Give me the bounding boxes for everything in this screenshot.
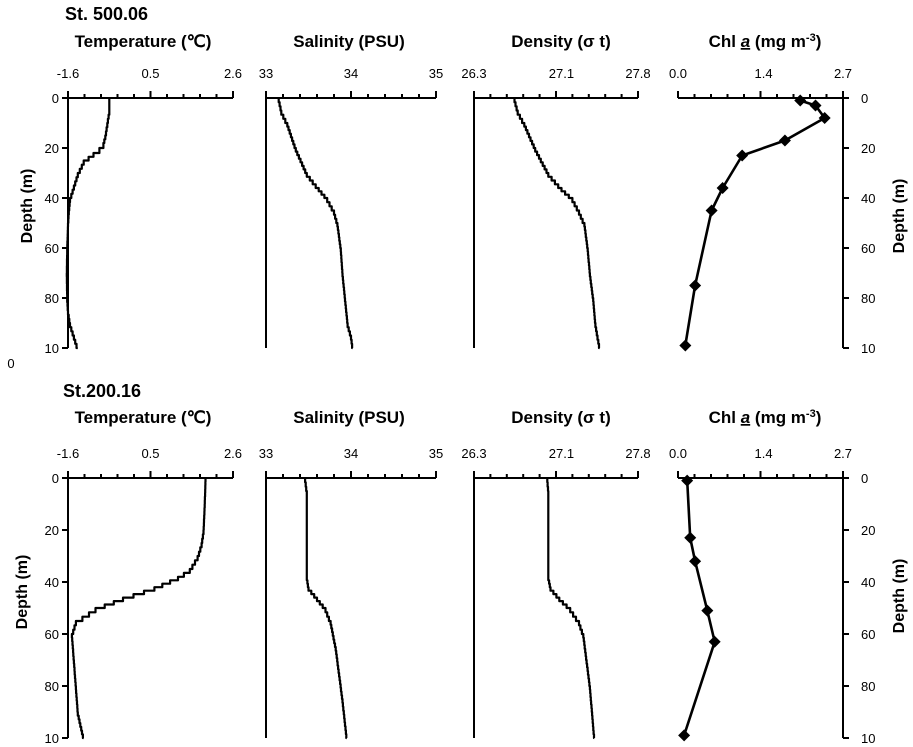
x-tick-label: 27.8 — [625, 446, 650, 461]
data-point — [678, 729, 691, 742]
data-point — [689, 279, 702, 292]
x-tick-label: 0.5 — [141, 66, 159, 81]
series-line — [277, 98, 354, 350]
x-tick-label: -1.6 — [57, 66, 79, 81]
panel-title: Density (σ t) — [511, 408, 610, 427]
data-point — [708, 635, 721, 648]
x-tick-label: 27.8 — [625, 66, 650, 81]
y-tick-label: 60 — [861, 241, 875, 256]
panel-2-2: Salinity (PSU) 33 34 35 — [259, 408, 443, 740]
y-tick-label: 40 — [45, 575, 59, 590]
data-point — [794, 94, 807, 107]
x-tick-label: 1.4 — [755, 66, 773, 81]
depth-label-right-1: Depth (m) — [891, 179, 908, 254]
x-tick-label: 1.4 — [755, 446, 773, 461]
y-tick-label: 20 — [861, 141, 875, 156]
panel-1-2: Salinity (PSU) 33 34 35 — [259, 32, 443, 350]
y-tick-label: 80 — [861, 679, 875, 694]
y-tick-label: 10 — [861, 341, 875, 356]
x-tick-label: 35 — [429, 446, 443, 461]
panel-title: Temperature (℃) — [75, 32, 212, 51]
depth-tick-extra: 0 — [7, 356, 14, 371]
y-tick-label: 60 — [45, 241, 59, 256]
y-tick-label: 10 — [45, 731, 59, 746]
station-label-2: St.200.16 — [63, 381, 141, 401]
x-tick-label: 2.6 — [224, 446, 242, 461]
x-tick-label: 34 — [344, 446, 358, 461]
y-tick-label: 20 — [45, 523, 59, 538]
y-tick-label: 0 — [861, 91, 868, 106]
panel-title: Temperature (℃) — [75, 408, 212, 427]
panel-title: Chl a (mg m-3) — [709, 32, 822, 51]
panels-layer: Temperature (℃) -1.6 0.5 2.6 0 20 40 60 80 10 Sali… — [45, 32, 876, 746]
x-tick-label: -1.6 — [57, 446, 79, 461]
y-tick-label: 0 — [52, 471, 59, 486]
series-line — [304, 478, 348, 740]
depth-label-left-2: Depth (m) — [14, 555, 31, 630]
panel-1-3: Density (σ t) 26.3 27.1 27.8 — [461, 32, 651, 350]
panel-title: Density (σ t) — [511, 32, 610, 51]
x-tick-label: 26.3 — [461, 66, 486, 81]
station-label-1: St. 500.06 — [65, 4, 148, 24]
depth-label-right-2: Depth (m) — [891, 559, 908, 634]
x-tick-label: 2.7 — [834, 66, 852, 81]
x-tick-label: 2.6 — [224, 66, 242, 81]
panel-1-4: Chl a (mg m-3) 0.0 1.4 2.7 0 20 40 60 80 10 — [669, 32, 876, 356]
data-point — [689, 555, 702, 568]
series-line — [65, 98, 111, 350]
panel-title: Chl a (mg m-3) — [709, 408, 822, 427]
panel-1-1: Temperature (℃) -1.6 0.5 2.6 0 20 40 60 80 10 — [45, 32, 243, 356]
x-tick-label: 0.5 — [141, 446, 159, 461]
panel-2-3: Density (σ t) 26.3 27.1 27.8 — [461, 408, 651, 740]
y-tick-label: 40 — [861, 191, 875, 206]
y-tick-label: 0 — [52, 91, 59, 106]
data-point — [679, 339, 692, 352]
x-tick-label: 33 — [259, 66, 273, 81]
y-tick-label: 20 — [861, 523, 875, 538]
y-tick-label: 80 — [45, 291, 59, 306]
data-point — [818, 112, 831, 124]
x-tick-label: 35 — [429, 66, 443, 81]
x-tick-label: 0.0 — [669, 66, 687, 81]
y-tick-label: 60 — [45, 627, 59, 642]
y-tick-label: 40 — [861, 575, 875, 590]
series-line — [70, 478, 207, 740]
series-line — [513, 98, 601, 350]
data-point — [681, 474, 694, 487]
y-tick-label: 40 — [45, 191, 59, 206]
y-tick-label: 10 — [861, 731, 875, 746]
series-line — [682, 480, 716, 736]
y-tick-label: 20 — [45, 141, 59, 156]
data-point — [736, 149, 749, 162]
y-tick-label: 80 — [45, 679, 59, 694]
data-point — [778, 134, 791, 147]
y-tick-label: 10 — [45, 341, 59, 356]
series-line — [546, 478, 596, 740]
panel-title: Salinity (PSU) — [293, 408, 404, 427]
x-tick-label: 26.3 — [461, 446, 486, 461]
x-tick-label: 0.0 — [669, 446, 687, 461]
data-point — [716, 182, 729, 194]
x-tick-label: 33 — [259, 446, 273, 461]
x-tick-label: 34 — [344, 66, 358, 81]
y-tick-label: 60 — [861, 627, 875, 642]
x-tick-label: 27.1 — [549, 66, 574, 81]
panel-2-1: Temperature (℃) -1.6 0.5 2.6 0 20 40 60 80 10 — [45, 408, 243, 746]
x-tick-label: 2.7 — [834, 446, 852, 461]
series-line — [684, 99, 826, 346]
depth-label-left-1: Depth (m) — [19, 169, 36, 244]
data-point — [701, 604, 714, 617]
data-point — [684, 531, 697, 544]
y-tick-label: 80 — [861, 291, 875, 306]
x-tick-label: 27.1 — [549, 446, 574, 461]
data-point — [705, 204, 718, 217]
panel-title: Salinity (PSU) — [293, 32, 404, 51]
panel-2-4: Chl a (mg m-3) 0.0 1.4 2.7 0 20 40 60 80 10 — [669, 408, 876, 746]
data-point — [809, 99, 822, 112]
y-tick-label: 0 — [861, 471, 868, 486]
